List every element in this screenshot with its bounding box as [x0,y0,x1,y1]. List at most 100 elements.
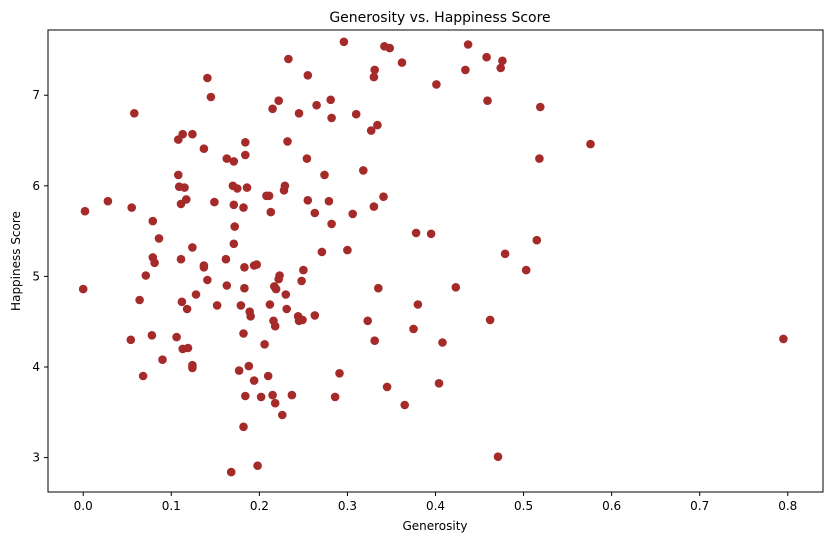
data-point [359,166,368,175]
x-tick-label: 0.0 [74,499,93,513]
data-point [244,361,254,371]
data-point [206,92,216,102]
y-axis: 3 4 5 6 7 [32,88,48,465]
data-point [302,154,312,163]
data-point [266,207,276,217]
data-point [135,295,144,305]
data-point [240,263,249,272]
data-point [283,137,292,146]
data-point [249,376,259,385]
data-point [324,196,334,206]
data-point [303,71,313,80]
data-point [521,265,531,275]
y-axis-title: Happiness Score [9,211,23,311]
data-point [188,243,197,252]
data-point [370,65,380,75]
data-point [174,135,183,144]
data-point [246,312,255,321]
data-point [330,392,340,402]
data-point [239,422,248,432]
data-point [253,461,262,471]
data-point [260,340,269,349]
data-point [284,54,293,64]
data-point [482,52,491,62]
data-point [379,192,388,201]
data-point [234,366,244,375]
data-point [172,332,181,342]
data-point [483,96,492,105]
data-point [320,170,329,180]
y-tick-label: 6 [32,179,40,193]
data-point [158,355,167,365]
data-point [310,311,320,320]
data-point [265,300,275,309]
x-tick-label: 0.7 [690,499,709,513]
data-point [297,276,306,286]
data-point [222,281,232,290]
data-point [317,247,327,257]
data-point [239,203,248,212]
data-point [463,40,473,49]
data-point [78,284,88,294]
data-point [310,208,320,218]
data-point [183,343,193,353]
x-axis-title: Generosity [402,519,467,533]
data-point [303,196,313,205]
data-point [327,113,336,123]
data-point [496,63,506,73]
x-axis: 0.0 0.1 0.2 0.3 0.4 0.5 0.6 0.7 0.8 [74,492,797,513]
data-point [103,196,113,206]
data-point [203,275,212,285]
data-point [147,331,157,340]
y-tick-label: 4 [32,360,40,374]
data-point [409,324,418,334]
x-tick-label: 0.6 [602,499,621,513]
data-point [397,58,407,67]
data-point [236,301,246,310]
data-point [369,202,379,211]
data-point [241,150,250,160]
data-point [536,102,545,112]
data-point [222,154,232,163]
data-point [281,290,291,299]
data-point [586,139,595,149]
data-point [80,206,90,216]
data-point [274,274,284,284]
data-point [493,452,503,462]
data-point [150,258,159,268]
data-point [174,182,184,191]
data-point [343,245,352,255]
data-point [299,265,308,275]
data-point [199,263,209,272]
data-point [385,43,395,53]
data-point [438,338,447,347]
data-point [191,290,201,299]
data-point [451,283,461,292]
x-tick-label: 0.2 [250,499,269,513]
data-point [126,335,136,345]
data-point [268,104,277,114]
data-point [535,154,544,163]
data-point [229,239,239,249]
data-point [298,315,307,325]
data-point [287,390,297,400]
data-point [369,72,379,82]
data-point [411,228,421,238]
data-point [141,271,151,280]
data-point [182,304,192,314]
y-tick-label: 5 [32,269,40,283]
data-point [413,300,423,309]
data-point [400,400,410,410]
data-point [177,297,187,307]
data-point [268,390,277,400]
data-point [229,200,239,210]
data-point [270,398,280,408]
data-point [374,283,383,293]
data-point [240,283,249,293]
data-point [176,199,186,209]
x-tick-label: 0.4 [426,499,445,513]
x-tick-label: 0.1 [162,499,181,513]
data-point [294,109,304,118]
data-point [188,129,197,139]
